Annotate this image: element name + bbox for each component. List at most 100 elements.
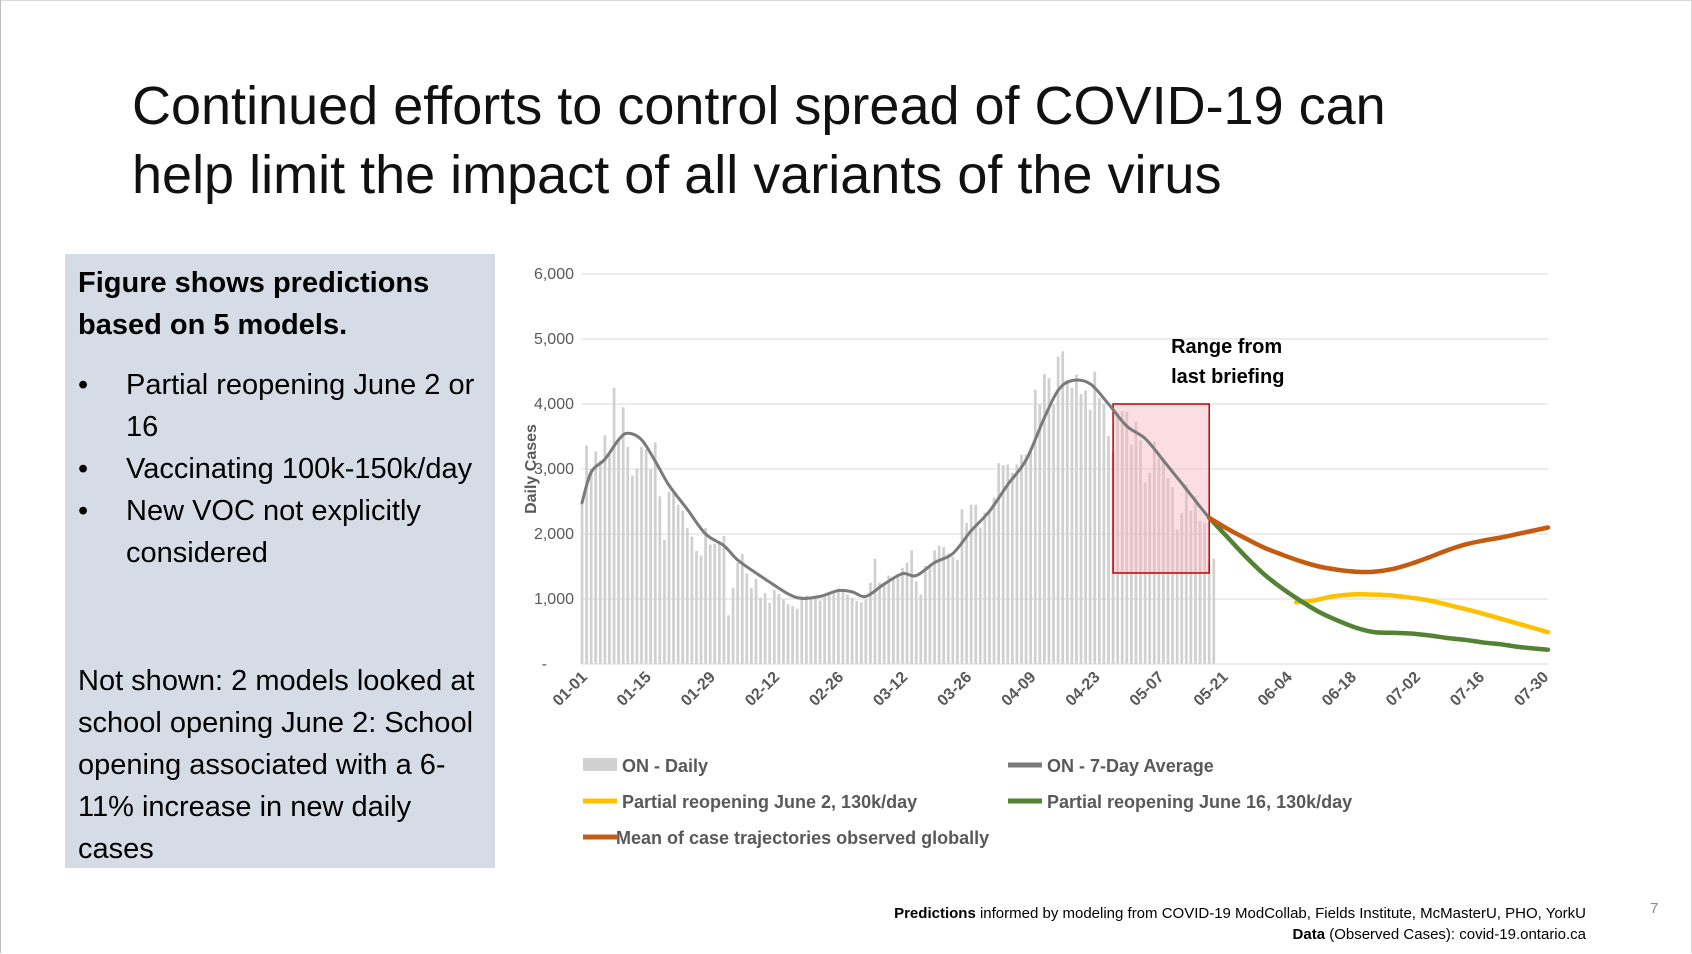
- x-tick-label: 01-15: [614, 669, 655, 710]
- x-tick-label: 02-12: [742, 669, 783, 710]
- daily-bar: [630, 475, 634, 664]
- title-line-2: help limit the impact of all variants of…: [132, 145, 1222, 205]
- bullet-text: Vaccinating 100k-150k/day: [126, 453, 473, 485]
- legend-label: Mean of case trajectories observed globa…: [616, 828, 989, 848]
- daily-bar: [1116, 413, 1120, 664]
- daily-bar: [653, 442, 657, 664]
- daily-bar: [1162, 457, 1165, 664]
- x-tick-label: 05-07: [1127, 669, 1168, 710]
- daily-bar: [910, 550, 914, 664]
- daily-bar: [667, 491, 671, 664]
- x-tick-label: 01-01: [550, 669, 591, 710]
- daily-bar: [969, 504, 973, 664]
- daily-bar: [928, 565, 932, 664]
- range-box: [1112, 403, 1210, 574]
- daily-bar: [1175, 529, 1179, 664]
- daily-bar: [585, 445, 588, 664]
- daily-bar: [1070, 387, 1074, 664]
- daily-bar: [997, 463, 1000, 664]
- footer-line-1: Predictions informed by modeling from CO…: [894, 903, 1586, 924]
- daily-bar: [1038, 404, 1042, 664]
- daily-bar: [1075, 374, 1078, 664]
- daily-bar: [681, 510, 685, 664]
- daily-bar: [676, 504, 680, 664]
- daily-bar: [1056, 356, 1060, 664]
- x-axis: 01-01 01-15 01-29 02-12 02-26 03-12 03-26 04-09…: [550, 663, 1552, 710]
- daily-bar: [1061, 351, 1065, 664]
- daily-bar: [965, 522, 968, 664]
- legend-label: ON - 7-Day Average: [1047, 756, 1214, 776]
- bullet-item: • Vaccinating 100k-150k/day: [78, 448, 488, 490]
- legend-label: ON - Daily: [622, 756, 708, 776]
- daily-bar: [855, 600, 859, 664]
- daily-bar: [594, 451, 598, 664]
- daily-bar: [1043, 374, 1046, 664]
- daily-bar: [804, 595, 808, 664]
- daily-bar: [960, 509, 964, 664]
- daily-bar: [672, 493, 675, 664]
- daily-bar: [1184, 484, 1188, 664]
- legend-item: Partial reopening June 2, 130k/day: [583, 792, 917, 812]
- daily-bar: [827, 593, 831, 664]
- daily-bar: [814, 595, 817, 664]
- daily-bar: [823, 595, 827, 664]
- daily-bar: [704, 528, 707, 664]
- bullet-dot: •: [78, 369, 89, 401]
- daily-bar: [837, 588, 840, 664]
- footer-predictions-label: Predictions: [894, 905, 976, 922]
- x-tick-label: 04-23: [1063, 669, 1104, 710]
- daily-bar: [1139, 440, 1142, 664]
- daily-bar: [1166, 478, 1170, 664]
- x-tick-label: 02-26: [806, 669, 847, 710]
- covid-cases-chart: Range from last briefing - 1,000 2,000 3,000…: [523, 266, 1552, 848]
- daily-bar: [589, 468, 593, 664]
- daily-bar: [740, 554, 744, 664]
- daily-bar: [644, 449, 648, 664]
- daily-bar: [1020, 454, 1023, 664]
- daily-bar: [763, 593, 767, 664]
- daily-bar: [1148, 472, 1152, 664]
- bullet-item: • Partial reopening June 2 or 16: [78, 364, 488, 448]
- daily-bar: [772, 589, 776, 664]
- footer-data-text: (Observed Cases): covid-19.ontario.ca: [1325, 926, 1586, 943]
- daily-bar: [869, 582, 872, 664]
- daily-bar: [983, 512, 987, 664]
- daily-bar: [1194, 496, 1197, 664]
- footer-predictions-text: informed by modeling from COVID-19 ModCo…: [975, 905, 1586, 922]
- daily-bar: [1088, 409, 1092, 664]
- legend-item: Partial reopening June 16, 130k/day: [1008, 792, 1352, 812]
- x-tick-label: 05-21: [1191, 669, 1232, 710]
- daily-bar: [1052, 404, 1055, 664]
- daily-bar: [850, 597, 854, 664]
- daily-bar: [809, 597, 813, 664]
- daily-bar: [1157, 458, 1161, 664]
- daily-bar: [818, 600, 822, 664]
- x-tick-label: 07-02: [1383, 669, 1424, 710]
- bullet-list: • Partial reopening June 2 or 16 • Vaccina…: [78, 364, 488, 574]
- daily-bar: [1097, 398, 1101, 664]
- daily-bar: [708, 544, 712, 664]
- daily-bar: [1093, 371, 1097, 664]
- bullet-dot: •: [78, 453, 89, 485]
- daily-bar: [864, 599, 868, 664]
- daily-bar: [722, 535, 726, 664]
- daily-bar: [768, 602, 772, 664]
- daily-bar: [727, 615, 730, 664]
- daily-bar: [988, 511, 991, 664]
- daily-bar: [603, 435, 607, 664]
- daily-bar: [1102, 404, 1106, 664]
- daily-bar: [1171, 487, 1174, 664]
- daily-bar: [1084, 390, 1087, 664]
- legend-item: Mean of case trajectories observed globa…: [583, 828, 989, 848]
- slide-title: Continued efforts to control spread of C…: [132, 72, 1582, 210]
- y-tick-label: 5,000: [534, 331, 574, 348]
- daily-bar: [699, 555, 703, 664]
- daily-bar: [882, 584, 886, 664]
- x-tick-label: 03-12: [870, 669, 911, 710]
- daily-bar: [1024, 454, 1028, 664]
- daily-bar: [1065, 380, 1069, 664]
- daily-bar: [782, 599, 785, 664]
- daily-bar: [786, 604, 790, 664]
- daily-bar: [1152, 441, 1156, 664]
- series-line: [1206, 515, 1551, 652]
